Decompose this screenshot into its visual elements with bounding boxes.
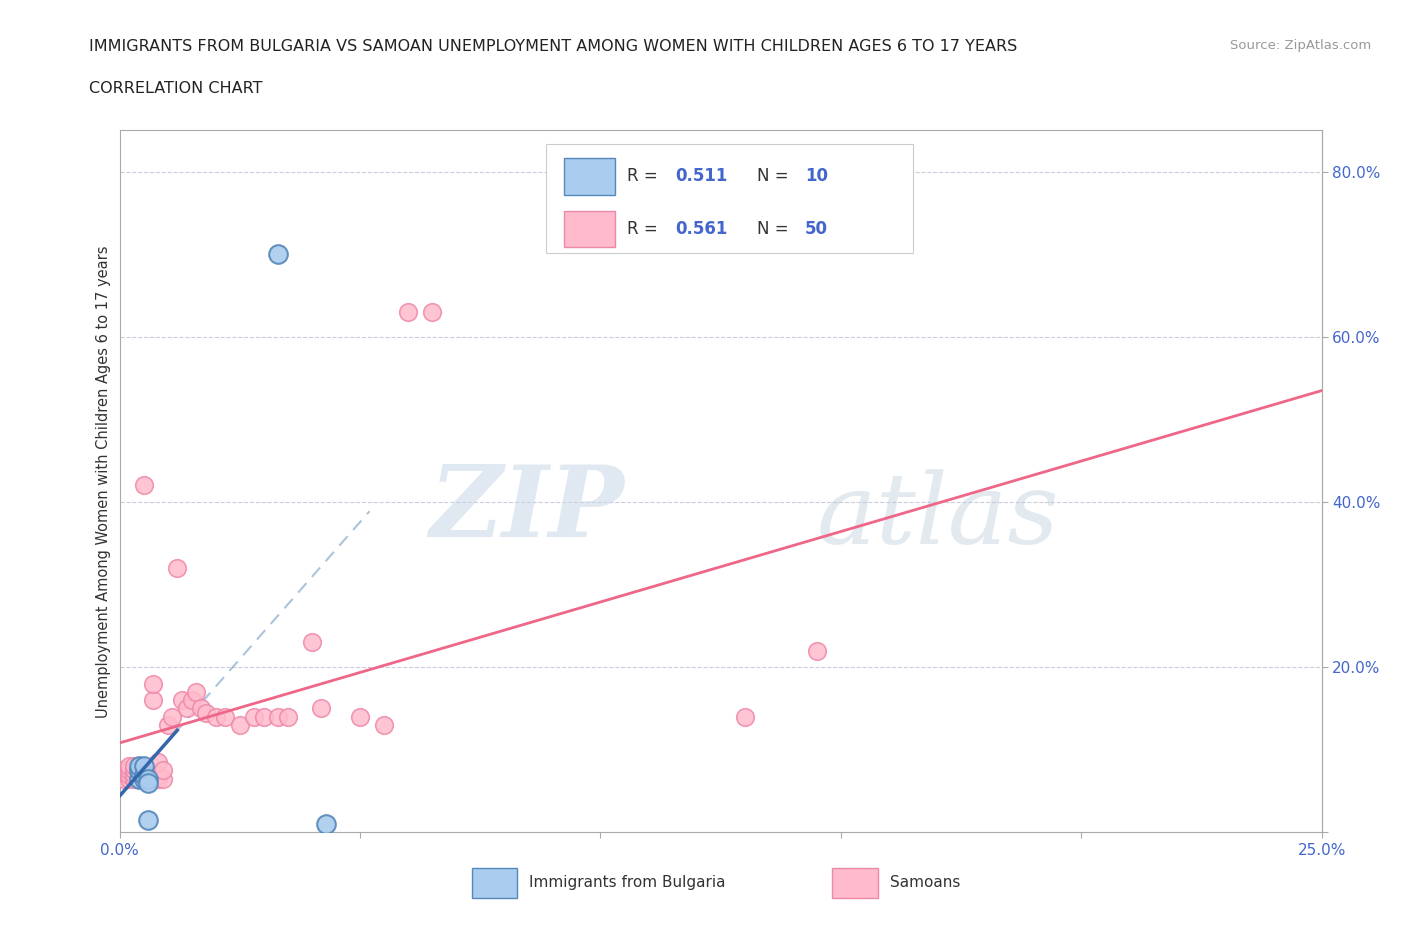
- Text: IMMIGRANTS FROM BULGARIA VS SAMOAN UNEMPLOYMENT AMONG WOMEN WITH CHILDREN AGES 6: IMMIGRANTS FROM BULGARIA VS SAMOAN UNEMP…: [89, 39, 1017, 54]
- Point: [132, 759, 155, 774]
- Text: 50: 50: [804, 220, 828, 238]
- Text: CORRELATION CHART: CORRELATION CHART: [89, 81, 262, 96]
- Point: [195, 705, 218, 720]
- Point: [138, 813, 160, 828]
- Point: [128, 771, 150, 786]
- Text: ZIP: ZIP: [429, 461, 624, 558]
- Point: [138, 776, 160, 790]
- Point: [132, 771, 155, 786]
- Point: [253, 710, 276, 724]
- Text: N =: N =: [756, 220, 793, 238]
- Point: [132, 771, 155, 786]
- Text: Immigrants from Bulgaria: Immigrants from Bulgaria: [530, 875, 725, 890]
- Point: [204, 710, 226, 724]
- Point: [176, 701, 198, 716]
- Point: [311, 701, 333, 716]
- Point: [138, 771, 160, 786]
- Point: [166, 561, 188, 576]
- Point: [138, 767, 160, 782]
- Text: R =: R =: [627, 220, 662, 238]
- Point: [162, 710, 184, 724]
- Point: [138, 771, 160, 786]
- Text: Source: ZipAtlas.com: Source: ZipAtlas.com: [1230, 39, 1371, 52]
- FancyBboxPatch shape: [472, 869, 517, 897]
- Point: [146, 771, 169, 786]
- Point: [190, 701, 212, 716]
- Point: [806, 644, 828, 658]
- Point: [122, 759, 145, 774]
- Point: [122, 763, 145, 777]
- Point: [128, 759, 150, 774]
- Point: [132, 478, 155, 493]
- Point: [152, 771, 174, 786]
- Point: [349, 710, 371, 724]
- Text: 0.561: 0.561: [675, 220, 727, 238]
- Text: Samoans: Samoans: [890, 875, 960, 890]
- Point: [128, 771, 150, 786]
- Point: [118, 771, 141, 786]
- Point: [243, 710, 266, 724]
- Point: [122, 767, 145, 782]
- Point: [128, 767, 150, 782]
- Point: [112, 771, 135, 786]
- Text: 10: 10: [804, 167, 828, 185]
- Point: [420, 304, 443, 319]
- Point: [118, 763, 141, 777]
- Point: [112, 763, 135, 777]
- Point: [396, 304, 419, 319]
- Point: [122, 771, 145, 786]
- Point: [228, 718, 252, 733]
- FancyBboxPatch shape: [564, 211, 614, 247]
- Point: [267, 710, 290, 724]
- Point: [373, 718, 395, 733]
- Point: [118, 767, 141, 782]
- Point: [315, 817, 337, 831]
- Point: [180, 693, 202, 708]
- Point: [132, 767, 155, 782]
- Text: atlas: atlas: [817, 469, 1060, 564]
- Text: N =: N =: [756, 167, 793, 185]
- Y-axis label: Unemployment Among Women with Children Ages 6 to 17 years: Unemployment Among Women with Children A…: [96, 245, 111, 718]
- Point: [152, 763, 174, 777]
- Point: [277, 710, 299, 724]
- Point: [128, 763, 150, 777]
- Point: [132, 767, 155, 782]
- FancyBboxPatch shape: [547, 144, 912, 253]
- Point: [186, 684, 208, 699]
- Point: [128, 759, 150, 774]
- Point: [156, 718, 179, 733]
- FancyBboxPatch shape: [832, 869, 879, 897]
- Text: R =: R =: [627, 167, 662, 185]
- Point: [301, 635, 323, 650]
- Point: [142, 693, 165, 708]
- Point: [142, 676, 165, 691]
- Point: [214, 710, 236, 724]
- Point: [146, 755, 169, 770]
- FancyBboxPatch shape: [564, 158, 614, 194]
- Point: [734, 710, 756, 724]
- Point: [170, 693, 193, 708]
- Point: [118, 759, 141, 774]
- Text: 0.511: 0.511: [675, 167, 727, 185]
- Point: [146, 767, 169, 782]
- Point: [267, 246, 290, 261]
- Point: [132, 763, 155, 777]
